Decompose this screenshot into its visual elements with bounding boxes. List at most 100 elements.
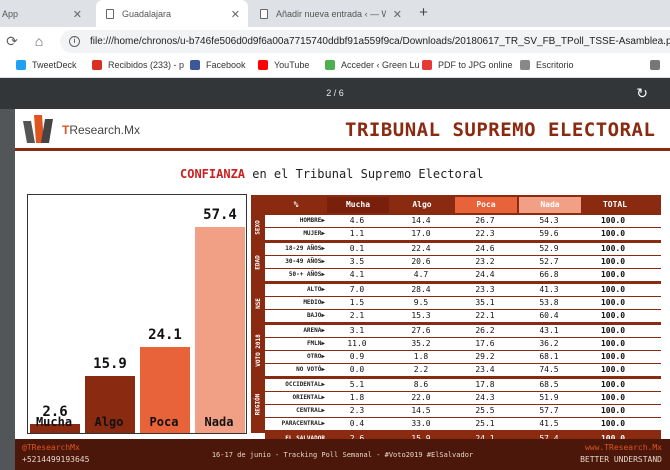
column-header: Algo	[391, 197, 453, 213]
bookmark-green[interactable]: Acceder ‹ Green Lu	[325, 60, 420, 70]
column-header: Poca	[455, 197, 517, 213]
close-icon[interactable]: ✕	[392, 9, 402, 21]
slide-title: TRIBUNAL SUPREMO ELECTORAL	[345, 119, 656, 141]
browser-toolbar: ⟳ ⌂ i file:///home/chronos/u-b746fe506d0…	[0, 27, 670, 56]
table-cell: 66.8	[539, 270, 559, 279]
row-label: FMLN▶	[306, 340, 325, 347]
bar-value-label: 15.9	[93, 356, 127, 373]
table-cell: 0.9	[349, 352, 365, 361]
table-row: ORIENTAL▶ 1.8 22.0 24.3 51.9 100.0	[265, 392, 661, 404]
new-tab-icon[interactable]: +	[419, 4, 428, 21]
bar-mucha	[30, 423, 80, 433]
back-icon[interactable]: ⟳	[6, 33, 18, 49]
bar-chart: 2.6 15.9 24.1 57.4	[27, 194, 247, 434]
table-cell: 57.4	[519, 433, 579, 445]
footer-caption: 16-17 de junio - Tracking Poll Semanal -…	[211, 451, 474, 459]
table-cell: 57.7	[539, 406, 559, 415]
bookmark-escritorio[interactable]: Escritorio	[520, 60, 574, 70]
document-icon	[106, 8, 114, 19]
table-cell: 2.6	[327, 433, 387, 445]
table-cell: 59.6	[539, 229, 559, 238]
row-label: NO VOTÓ▶	[296, 366, 325, 373]
bookmark-facebook[interactable]: Facebook	[190, 60, 246, 70]
table-cell: 22.0	[411, 393, 431, 402]
tab-guadalajara[interactable]: Guadalajara ✕	[96, 0, 248, 27]
bookmark-folder[interactable]	[650, 60, 666, 70]
table-cell: 0.1	[349, 244, 365, 253]
table-cell: 100.0	[600, 393, 626, 402]
tab-wordpress[interactable]: Añadir nueva entrada ‹ — Wor ✕	[250, 0, 410, 27]
table-cell: 100.0	[600, 406, 626, 415]
tab-app[interactable]: App ✕	[0, 0, 90, 27]
bookmark-youtube[interactable]: YouTube	[258, 60, 309, 70]
url-text: file:///home/chronos/u-b746fe506d0d9f6a0…	[90, 36, 670, 47]
footer-website: www.TResearch.Mx	[584, 443, 662, 452]
row-label: PARACENTRAL▶	[281, 420, 325, 427]
table-cell: 24.4	[475, 270, 495, 279]
gmail-icon	[92, 60, 102, 70]
pdf-toolbar: 2 / 6 ↻	[0, 78, 670, 109]
table-row: FMLN▶ 11.0 35.2 17.6 36.2 100.0	[265, 338, 661, 350]
bookmark-tweetdeck[interactable]: TweetDeck	[16, 60, 77, 70]
logo-text: TResearch.Mx	[62, 123, 141, 137]
bookmark-label: Facebook	[206, 60, 246, 70]
bar-poca	[140, 346, 190, 433]
table-cell: 15.3	[411, 311, 431, 320]
bookmark-label: Recibidos (233) - p	[108, 60, 185, 70]
column-header: %	[265, 197, 327, 213]
table-cell: 100.0	[600, 229, 626, 238]
table-cell: 7.0	[349, 285, 365, 294]
footer-twitter: @TResearchMx	[22, 443, 80, 452]
footer-tagline: BETTER UNDERSTAND	[580, 455, 662, 464]
table-cell: 22.1	[475, 311, 495, 320]
row-label: 18-29 AÑOS▶	[285, 245, 325, 252]
bar-algo	[85, 376, 135, 433]
bookmark-label: PDF to JPG online	[438, 60, 513, 70]
table-cell: 68.1	[539, 352, 559, 361]
table-cell: 35.2	[411, 339, 431, 348]
row-label: ARENA▶	[303, 327, 325, 334]
bookmark-gmail[interactable]: Recibidos (233) - p	[92, 60, 184, 70]
table-cell: 43.1	[539, 326, 559, 335]
group-label: VOTO 2018	[251, 325, 265, 376]
table-row: 30-49 AÑOS▶ 3.5 20.6 23.2 52.7 100.0	[265, 256, 661, 268]
table-cell: 3.1	[349, 326, 365, 335]
table-cell: 100.0	[600, 419, 626, 428]
table-cell: 100.0	[600, 244, 626, 253]
table-cell: 22.4	[411, 244, 431, 253]
table-cell: 74.5	[539, 365, 559, 374]
table-cell: 24.6	[475, 244, 495, 253]
table-cell: 26.7	[475, 216, 495, 225]
pdf-page: TResearch.Mx TRIBUNAL SUPREMO ELECTORAL …	[15, 109, 670, 470]
table-row: HOMBRE▶ 4.6 14.4 26.7 54.3 100.0	[265, 215, 661, 227]
tresearch-logo-icon	[23, 115, 53, 143]
table-cell: 100.0	[600, 298, 626, 307]
address-bar[interactable]: i file:///home/chronos/u-b746fe506d0d9f6…	[60, 30, 670, 53]
table-cell: 24.1	[455, 433, 515, 445]
table-cell: 100.0	[600, 339, 626, 348]
table-cell: 26.2	[475, 326, 495, 335]
table-cell: 25.5	[475, 406, 495, 415]
table-row: BAJO▶ 2.1 15.3 22.1 60.4 100.0	[265, 310, 661, 322]
table-cell: 9.5	[413, 298, 429, 307]
table-cell: 4.7	[413, 270, 429, 279]
table-row: ALTO▶ 7.0 28.4 23.3 41.3 100.0	[265, 284, 661, 296]
close-icon[interactable]: ✕	[72, 9, 82, 21]
bookmark-pdf2jpg[interactable]: PDF to JPG online	[422, 60, 513, 70]
table-cell: 35.1	[475, 298, 495, 307]
home-icon[interactable]: ⌂	[34, 33, 44, 49]
leaf-icon	[325, 60, 335, 70]
table-cell: 8.6	[413, 380, 429, 389]
bookmark-label: Acceder ‹ Green Lu	[341, 60, 420, 70]
info-icon[interactable]: i	[69, 36, 80, 47]
table-cell: 2.3	[349, 406, 365, 415]
row-label: EL SALVADOR	[265, 433, 325, 445]
rotate-icon[interactable]: ↻	[636, 85, 648, 101]
bookmark-label: TweetDeck	[32, 60, 77, 70]
bar-value-label: 57.4	[203, 207, 237, 224]
group-label: REGIÓN	[251, 379, 265, 430]
close-icon[interactable]: ✕	[230, 9, 240, 21]
table-cell: 27.6	[411, 326, 431, 335]
group-label: NSE	[251, 284, 265, 322]
youtube-icon	[258, 60, 268, 70]
